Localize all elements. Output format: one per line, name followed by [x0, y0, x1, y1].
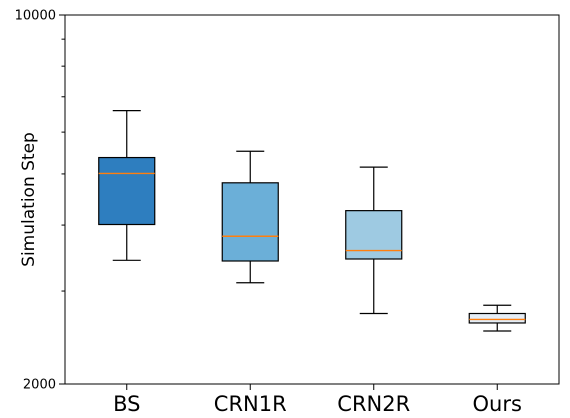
box-group-bs — [98, 110, 156, 261]
box-group-crn1r — [221, 150, 279, 284]
y-axis-label: Simulation Step — [19, 132, 39, 267]
axes — [59, 14, 560, 390]
x-tick-label: BS — [113, 392, 140, 416]
x-tick-label: Ours — [473, 392, 522, 416]
plot-frame — [64, 14, 560, 385]
box-group-crn2r — [345, 166, 403, 315]
box-iqr — [221, 182, 279, 262]
x-tick-label: CRN2R — [337, 392, 410, 416]
y-tick-label: 2000 — [23, 378, 56, 393]
x-tick-label: CRN1R — [214, 392, 287, 416]
chart-marks — [98, 110, 526, 332]
box-iqr — [345, 210, 403, 260]
chart-labels: 10000 2000 Simulation Step BS CRN1R CRN2R Ours — [15, 9, 522, 417]
y-tick-label: 10000 — [15, 9, 56, 24]
box-iqr — [98, 156, 156, 226]
box-iqr — [468, 312, 526, 324]
box-group-ours — [468, 304, 526, 332]
